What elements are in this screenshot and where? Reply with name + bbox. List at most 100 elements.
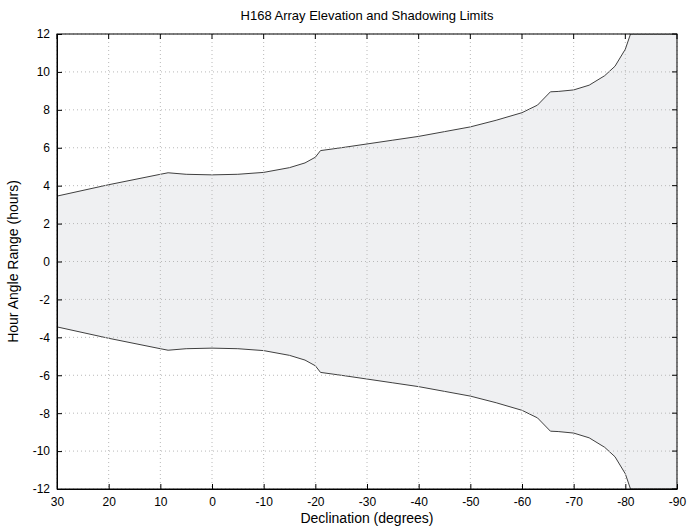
y-axis-title: Hour Angle Range (hours) — [5, 180, 21, 343]
tick: -6 — [39, 369, 62, 383]
grid-line — [57, 375, 677, 376]
tick-mark — [315, 34, 316, 39]
tick-mark — [367, 34, 368, 39]
tick-label: 4 — [43, 179, 50, 193]
grid-line — [160, 34, 161, 489]
tick-mark — [672, 109, 677, 110]
tick: 0 — [43, 255, 62, 269]
grid-line — [57, 337, 677, 338]
tick-mark — [57, 224, 62, 225]
grid-line — [57, 223, 677, 224]
tick: -60 — [514, 484, 532, 509]
tick-mark — [212, 34, 213, 39]
tick: -10 — [255, 484, 273, 509]
tick-mark — [672, 223, 677, 224]
tick-mark — [57, 413, 62, 414]
title: H168 Array Elevation and Shadowing Limit… — [241, 8, 494, 23]
tick-mark — [57, 110, 62, 111]
tick-label: -12 — [33, 482, 51, 496]
tick-label: -80 — [617, 495, 635, 509]
tick-mark — [264, 484, 265, 489]
tick-label: -40 — [410, 495, 428, 509]
tick-label: 0 — [43, 255, 50, 269]
tick: -30 — [359, 484, 377, 509]
tick-mark — [672, 299, 677, 300]
tick-mark — [470, 484, 471, 489]
tick-label: 10 — [37, 65, 51, 79]
tick-mark — [672, 413, 677, 414]
grid-line — [57, 71, 677, 72]
grid-line — [263, 34, 264, 489]
tick-mark — [57, 451, 62, 452]
tick-mark — [672, 337, 677, 338]
tick: 8 — [43, 103, 62, 117]
tick-mark — [263, 34, 264, 39]
grid — [57, 34, 677, 489]
tick: -20 — [307, 484, 325, 509]
grid-line — [57, 451, 677, 452]
x-axis: 3020100-10-20-30-40-50-60-70-80-90 — [51, 484, 687, 509]
tick-mark — [672, 451, 677, 452]
tick: 20 — [102, 484, 116, 509]
plot-background — [57, 34, 677, 489]
tick: -80 — [617, 484, 635, 509]
tick-mark — [57, 375, 62, 376]
grid-line — [367, 34, 368, 489]
tick-mark — [672, 147, 677, 148]
tick: -90 — [669, 484, 687, 509]
tick-mark — [57, 299, 62, 300]
tick-mark — [419, 484, 420, 489]
tick-label: -2 — [39, 293, 50, 307]
grid-line — [57, 261, 677, 262]
tick-label: -60 — [514, 495, 532, 509]
tick-mark — [109, 484, 110, 489]
tick: 6 — [43, 141, 62, 155]
tick-label: -8 — [39, 407, 50, 421]
tick-mark — [574, 484, 575, 489]
area-fill — [57, 34, 677, 489]
tick: -70 — [565, 484, 583, 509]
tick-label: 20 — [102, 495, 116, 509]
tick-mark — [367, 484, 368, 489]
tick: -4 — [39, 331, 62, 345]
tick: -10 — [33, 444, 62, 458]
grid-line — [57, 109, 677, 110]
tick-mark — [625, 484, 626, 489]
boundary-line — [57, 327, 677, 489]
chart: 3020100-10-20-30-40-50-60-70-80-90-12-10… — [0, 0, 689, 529]
tick-mark — [57, 337, 62, 338]
tick-mark — [470, 34, 471, 39]
tick-mark — [160, 34, 161, 39]
mirror-ticks — [57, 34, 677, 489]
tick-mark — [522, 34, 523, 39]
tick: -2 — [39, 293, 62, 307]
tick-mark — [57, 186, 62, 187]
tick-label: 30 — [51, 495, 65, 509]
tick-label: -20 — [307, 495, 325, 509]
tick-label: 6 — [43, 141, 50, 155]
tick-mark — [57, 262, 62, 263]
tick-mark — [522, 484, 523, 489]
tick-mark — [315, 484, 316, 489]
grid-line — [57, 413, 677, 414]
tick-label: 2 — [43, 217, 50, 231]
tick-label: 8 — [43, 103, 50, 117]
tick-mark — [672, 261, 677, 262]
tick: -50 — [462, 484, 480, 509]
grid-line — [57, 185, 677, 186]
tick-label: -10 — [255, 495, 273, 509]
tick: 0 — [209, 484, 216, 509]
grid-line — [57, 147, 677, 148]
tick-label: -50 — [462, 495, 480, 509]
tick: 2 — [43, 217, 62, 231]
y-axis: -12 -10 -8 -6 -4 -2 0 2 4 6 8 10 12 — [33, 27, 62, 496]
tick: 4 — [43, 179, 62, 193]
tick-mark — [57, 148, 62, 149]
tick-label: 12 — [37, 27, 51, 41]
tick-mark — [212, 484, 213, 489]
grid-line — [57, 299, 677, 300]
tick-label: -6 — [39, 369, 50, 383]
tick-mark — [108, 34, 109, 39]
tick: -8 — [39, 407, 62, 421]
tick-label: 0 — [209, 495, 216, 509]
